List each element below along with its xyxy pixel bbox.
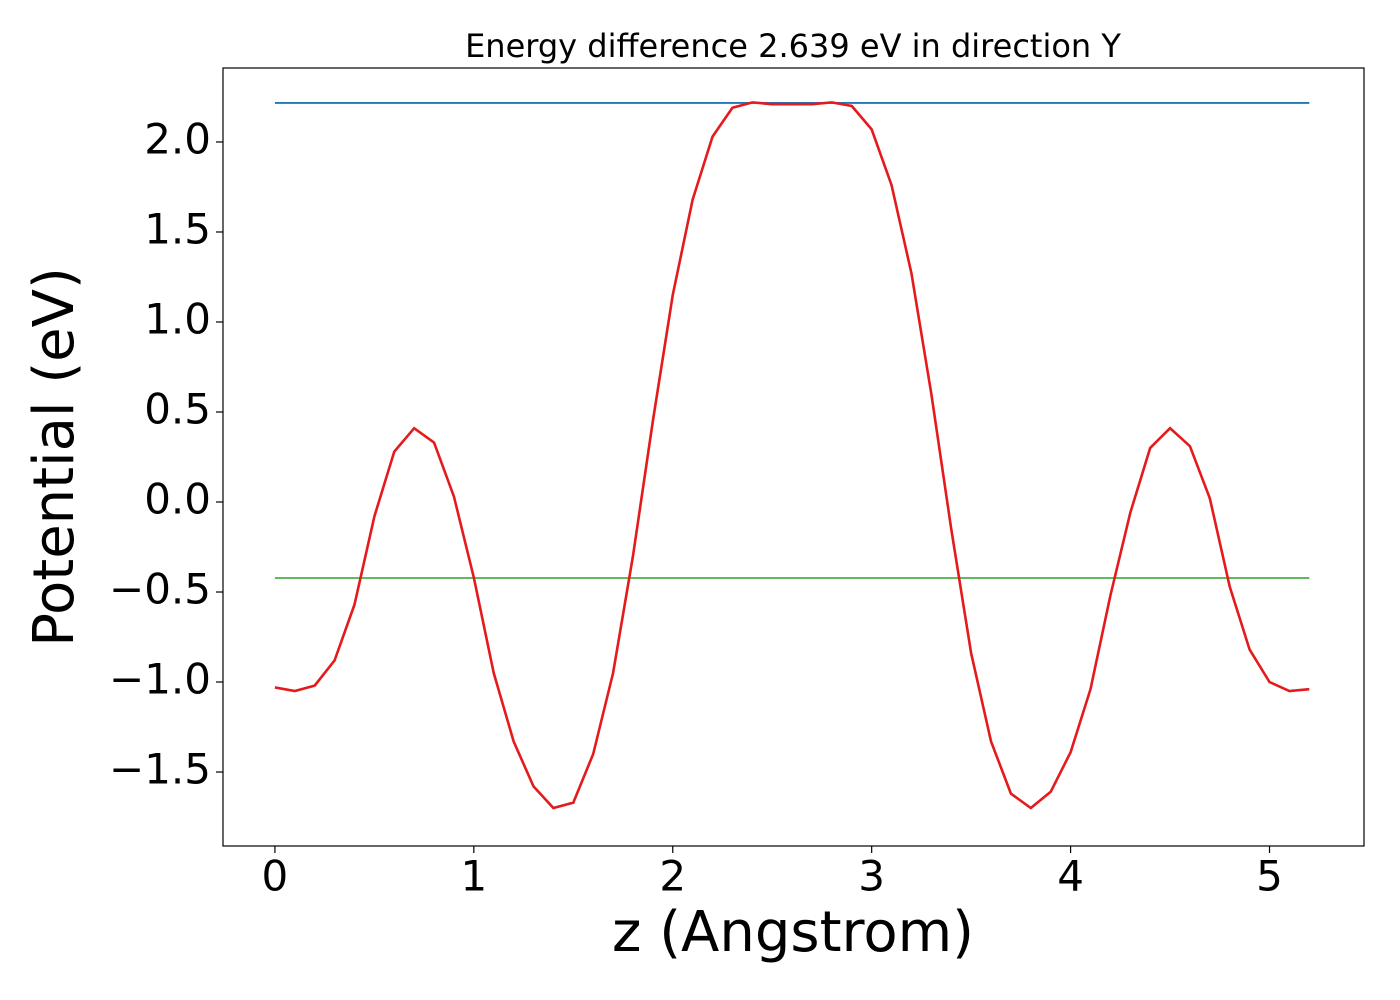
- y-tick-label: 2.0: [144, 114, 211, 163]
- x-tick-label: 0: [262, 852, 289, 901]
- x-tick-label: 5: [1256, 852, 1283, 901]
- plot-frame: [222, 67, 1365, 847]
- chart-title: Energy difference 2.639 eV in direction …: [465, 27, 1121, 65]
- y-tick-label: 1.5: [144, 204, 211, 253]
- data-line: [274, 101, 1310, 810]
- y-tick-label: −0.5: [109, 565, 211, 614]
- y-tick-label: 1.0: [144, 294, 211, 343]
- y-tick-label: −1.0: [109, 655, 211, 704]
- x-tick-label: 1: [460, 852, 487, 901]
- x-tick-label: 3: [858, 852, 885, 901]
- x-axis-label: z (Angstrom): [612, 900, 974, 965]
- y-tick-label: 0.5: [144, 384, 211, 433]
- x-tick-label: 2: [659, 852, 686, 901]
- y-tick-label: 0.0: [144, 475, 211, 524]
- y-axis-label: Potential (eV): [22, 267, 87, 647]
- y-tick-label: −1.5: [109, 745, 211, 794]
- x-tick-label: 4: [1057, 852, 1084, 901]
